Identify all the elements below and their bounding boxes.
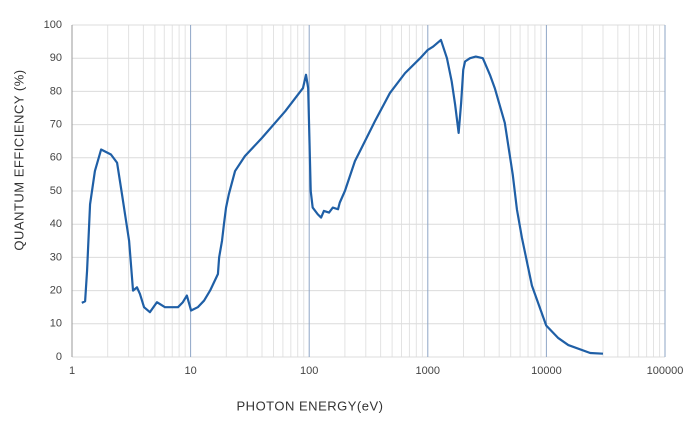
x-tick-label: 100 (300, 365, 318, 377)
y-axis-label: QUANTUM EFFICIENCY (%) (11, 69, 26, 250)
y-tick-label: 10 (50, 318, 62, 330)
y-tick-label: 90 (50, 52, 62, 64)
y-tick-label: 80 (50, 85, 62, 97)
y-tick-label: 50 (50, 185, 62, 197)
x-axis-label: PHOTON ENERGY(eV) (237, 398, 384, 413)
y-tick-label: 0 (56, 351, 62, 363)
y-tick-label: 100 (44, 19, 62, 31)
x-tick-label: 100000 (647, 365, 684, 377)
x-tick-label: 10000 (531, 365, 562, 377)
y-tick-label: 60 (50, 152, 62, 164)
data-line (81, 38, 604, 355)
y-tick-label: 30 (50, 251, 62, 263)
x-tick-label: 1000 (416, 365, 440, 377)
y-tick-label: 20 (50, 285, 62, 297)
y-tick-label: 70 (50, 119, 62, 131)
x-tick-label: 10 (184, 365, 196, 377)
x-tick-label: 1 (69, 365, 75, 377)
y-tick-label: 40 (50, 218, 62, 230)
